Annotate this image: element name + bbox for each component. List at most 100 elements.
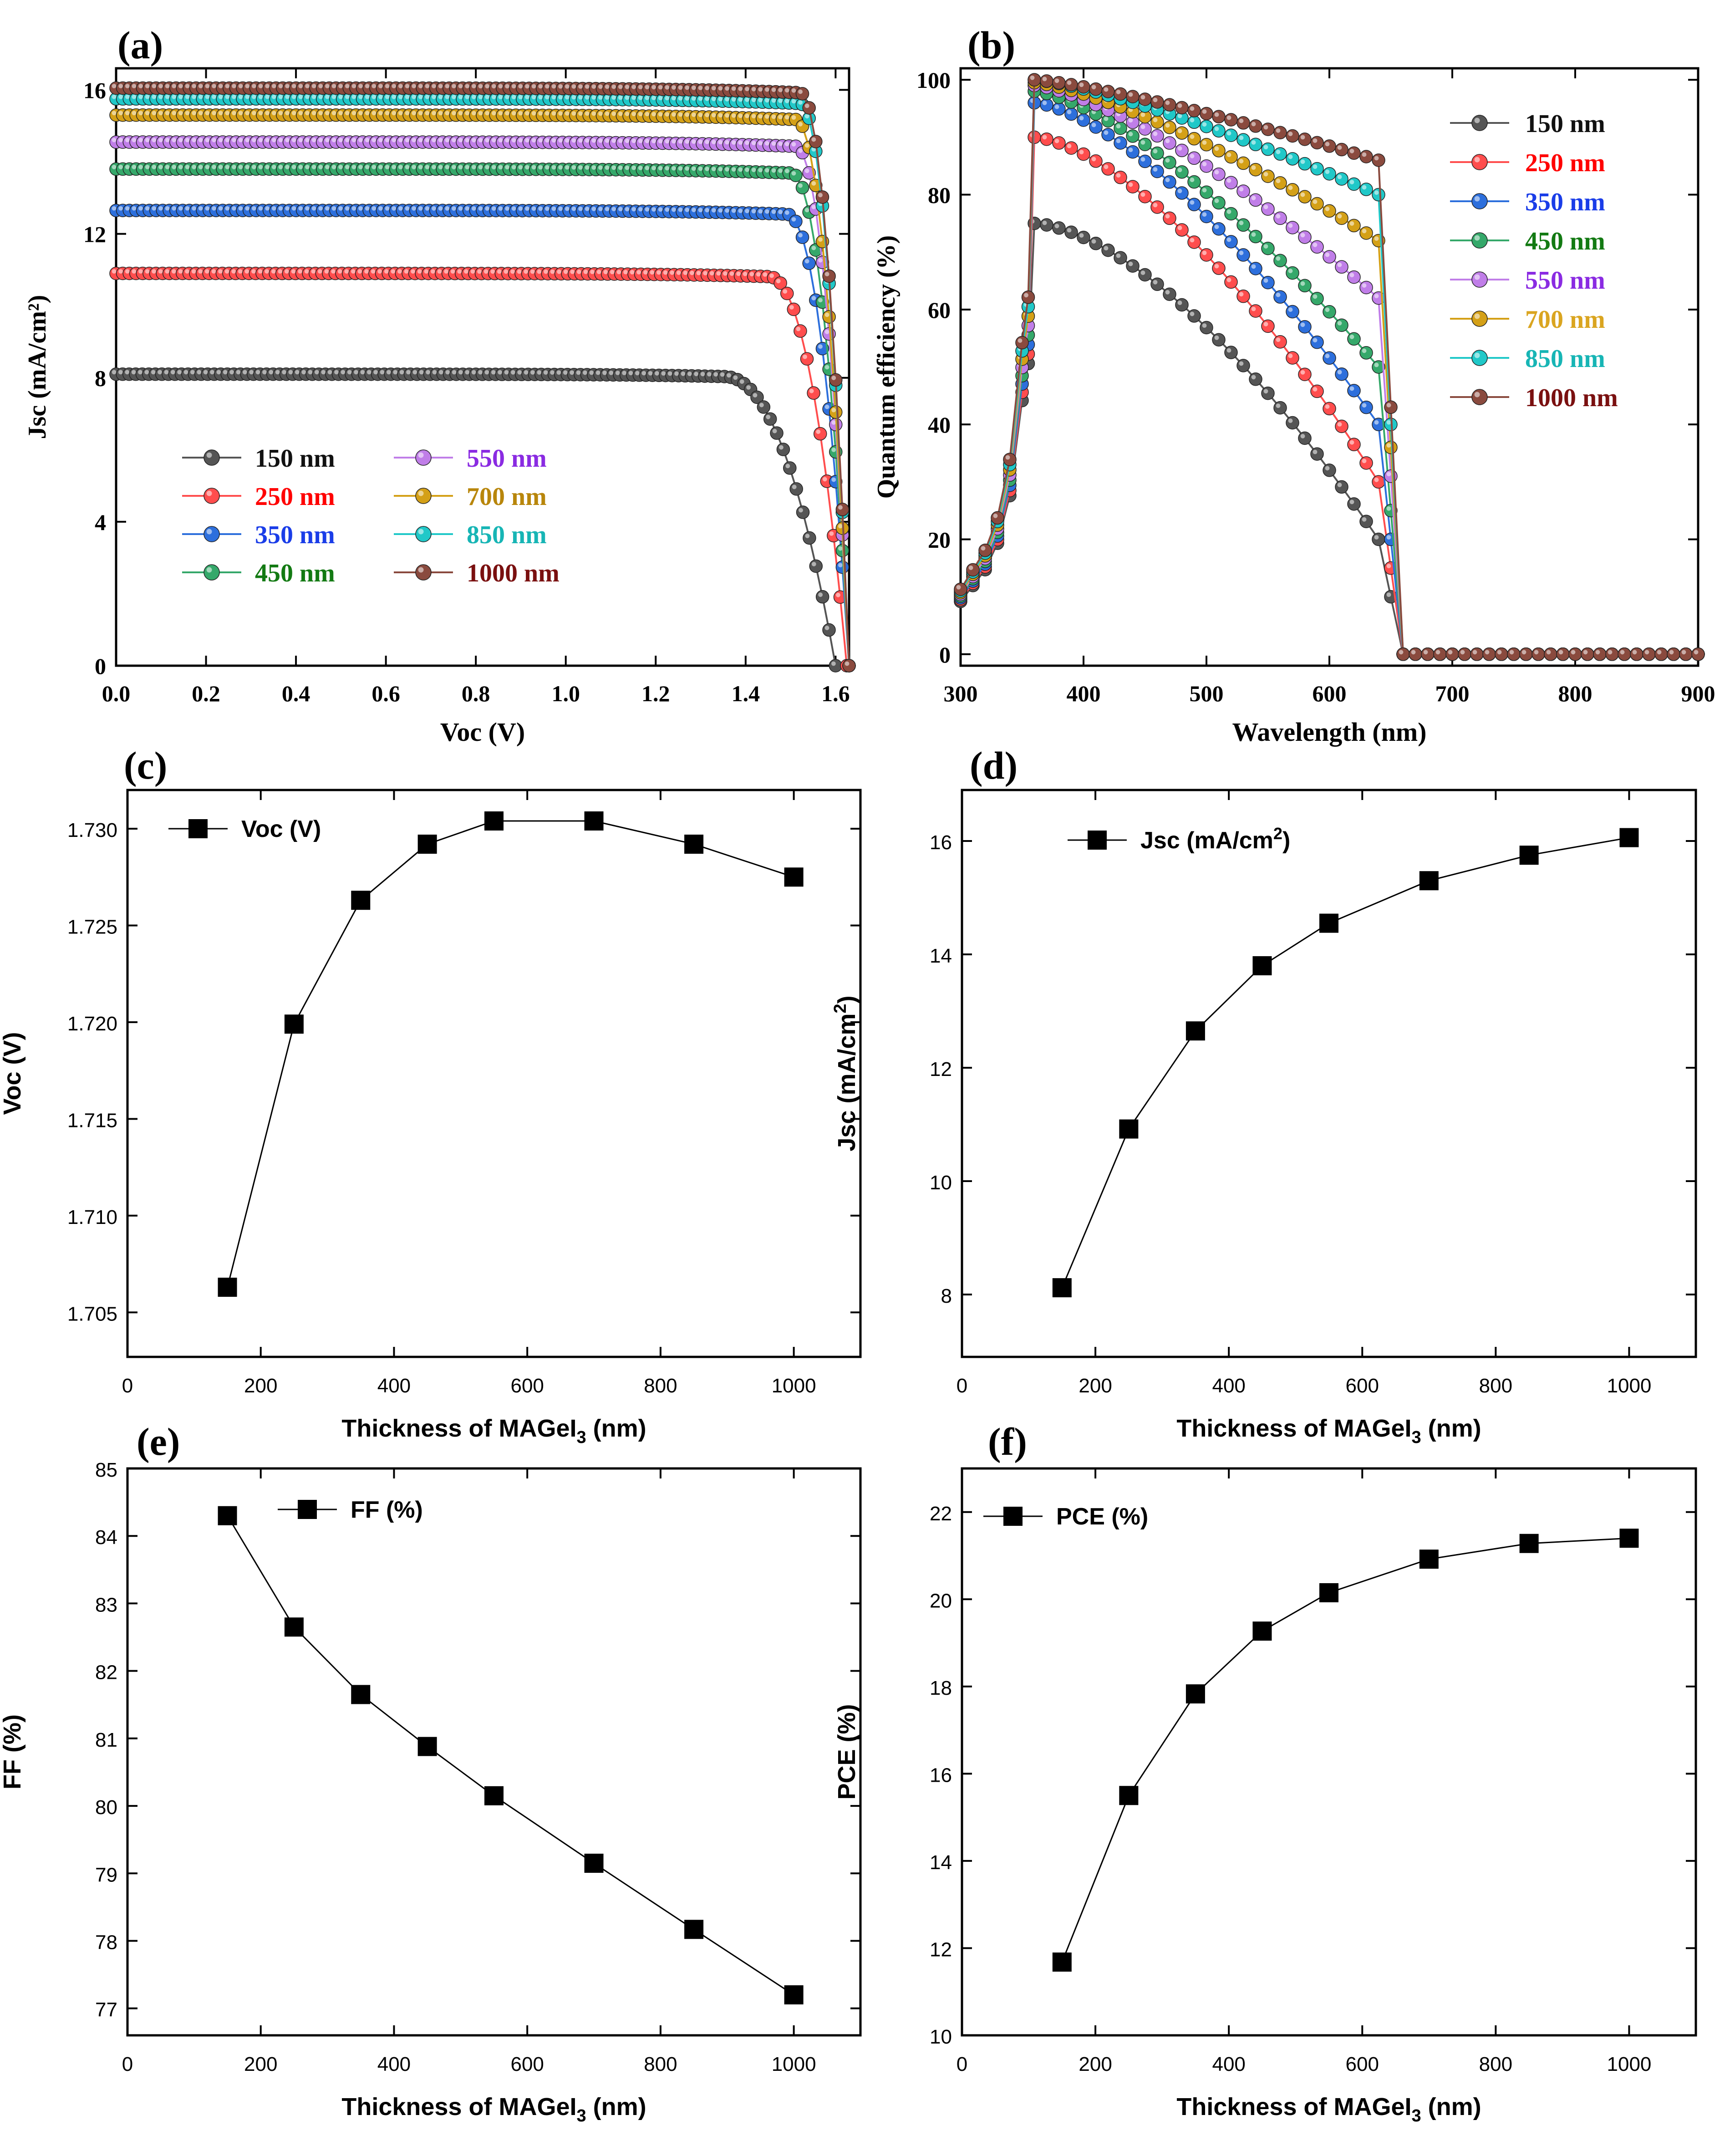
- panel-a-point-highlight: [538, 206, 543, 211]
- panel-a-point-highlight: [112, 84, 117, 88]
- panel-a-point-highlight: [125, 206, 130, 211]
- panel-a-point-highlight: [518, 95, 523, 100]
- panel-b-point-highlight: [1349, 221, 1354, 226]
- panel-a-point-highlight: [518, 165, 523, 170]
- panel-a-point-highlight: [648, 371, 653, 376]
- panel-a-point-highlight: [623, 270, 628, 275]
- panel-b-point-highlight: [1288, 307, 1293, 312]
- panel-b-point: [1040, 74, 1053, 88]
- panel-b-point: [1200, 159, 1213, 173]
- panel-b-point-highlight: [1104, 130, 1109, 135]
- panel-a-point-highlight: [531, 138, 536, 143]
- panel-b-point: [1236, 289, 1250, 303]
- panel-b-point-highlight: [1190, 153, 1195, 158]
- panel-f-ytick-label: 12: [930, 1938, 952, 1961]
- panel-a-point-highlight: [438, 111, 443, 116]
- panel-a-point-highlight: [305, 84, 310, 88]
- panel-b-point: [1298, 133, 1312, 146]
- panel-b-point: [1212, 124, 1226, 138]
- panel-b-legend-marker: [1471, 271, 1488, 288]
- panel-a-point-highlight: [631, 138, 636, 143]
- panel-a-point-highlight: [687, 372, 692, 376]
- panel-a-point-highlight: [585, 165, 590, 170]
- panel-a-point: [789, 168, 803, 182]
- panel-a-point-highlight: [311, 94, 316, 99]
- panel-b-point-highlight: [1362, 459, 1367, 464]
- panel-b-point-highlight: [1177, 189, 1182, 194]
- panel-b-x-axis-label: Wavelength (nm): [1232, 717, 1427, 747]
- panel-a-point-highlight: [398, 94, 403, 99]
- panel-a-legend-marker-highlight: [418, 567, 424, 573]
- panel-a-point-highlight: [758, 114, 763, 119]
- panel-a-point-highlight: [725, 97, 729, 102]
- panel-a-point: [795, 230, 809, 244]
- panel-b-point-highlight: [1325, 466, 1330, 471]
- panel-a-point-highlight: [645, 166, 650, 170]
- panel-a-point-highlight: [211, 269, 216, 274]
- panel-a-point-highlight: [831, 408, 836, 413]
- panel-a-point-highlight: [334, 370, 339, 375]
- panel-b-point: [1150, 164, 1164, 178]
- panel-b-point-highlight: [1067, 143, 1072, 148]
- panel-a-point-highlight: [678, 112, 683, 117]
- panel-b-point-highlight: [1509, 650, 1514, 655]
- panel-b-point: [1273, 335, 1287, 349]
- panel-a-point-highlight: [471, 370, 476, 375]
- panel-a-point-highlight: [585, 84, 590, 89]
- panel-a-point-highlight: [338, 206, 343, 211]
- panel-b-point-highlight: [1300, 370, 1305, 375]
- panel-d-point: [1052, 1278, 1072, 1298]
- panel-a-point-highlight: [764, 209, 769, 214]
- panel-b-point: [1150, 129, 1164, 143]
- panel-a-point-highlight: [138, 111, 143, 116]
- panel-a-point-highlight: [198, 111, 203, 116]
- panel-a-legend-marker: [415, 526, 432, 542]
- panel-a-point-highlight: [478, 111, 483, 116]
- panel-a-point-highlight: [345, 206, 350, 211]
- panel-a-point-highlight: [321, 370, 326, 375]
- panel-a-point-highlight: [225, 164, 230, 169]
- panel-a-point-highlight: [838, 524, 843, 529]
- panel-a-point-highlight: [412, 370, 417, 375]
- panel-f: 0 200 400 600 800 100010121416182022Thickness…: [833, 1467, 1697, 2125]
- panel-b-point: [1089, 82, 1103, 96]
- panel-a-point-highlight: [776, 279, 781, 284]
- panel-b-point-highlight: [1214, 224, 1219, 229]
- panel-a-point-highlight: [325, 84, 330, 88]
- panel-a-point-highlight: [138, 206, 143, 211]
- panel-a-point-highlight: [457, 269, 462, 274]
- panel-b-point: [1298, 279, 1312, 293]
- panel-b-point-highlight: [1325, 206, 1330, 211]
- panel-a-point-highlight: [723, 271, 728, 276]
- panel-b-point-highlight: [1386, 420, 1391, 425]
- panel-a-point-highlight: [112, 111, 117, 116]
- panel-a-point-highlight: [791, 88, 796, 93]
- panel-a-point-highlight: [318, 84, 323, 88]
- panel-a-point-highlight: [711, 97, 716, 102]
- panel-a-point-highlight: [685, 96, 690, 101]
- panel-a-point-highlight: [605, 207, 610, 211]
- panel-a-point-highlight: [172, 138, 177, 143]
- panel-a-point-highlight: [791, 171, 796, 176]
- panel-a-point-highlight: [731, 208, 736, 213]
- panel-b-point-highlight: [1239, 118, 1244, 123]
- panel-a-point-highlight: [412, 206, 417, 211]
- panel-f-xtick-label: 800: [1479, 2053, 1512, 2075]
- panel-b-point: [1163, 211, 1176, 225]
- panel-a-point-highlight: [504, 370, 509, 375]
- panel-b-point: [1396, 647, 1410, 661]
- panel-b-point-highlight: [1595, 650, 1600, 655]
- panel-b-point-highlight: [1276, 256, 1281, 261]
- panel-a-point-highlight: [265, 164, 270, 169]
- panel-a-point-highlight: [591, 84, 596, 89]
- panel-b-point: [1101, 128, 1115, 142]
- panel-a-point: [780, 286, 794, 301]
- panel-a-legend-marker: [204, 564, 220, 581]
- panel-a-point-highlight: [358, 164, 363, 169]
- panel-a-point-highlight: [751, 97, 756, 102]
- panel-a-point-highlight: [578, 165, 583, 170]
- panel-a-point-highlight: [685, 207, 690, 212]
- panel-a-point-highlight: [125, 370, 130, 375]
- panel-a-point-highlight: [178, 206, 183, 211]
- panel-a-point-highlight: [378, 206, 383, 211]
